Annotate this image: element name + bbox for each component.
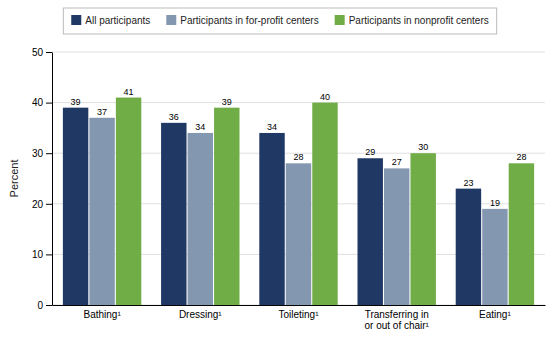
y-tick-label: 20 (32, 199, 44, 210)
y-tick-mark (46, 254, 52, 255)
y-tick: 50 (32, 47, 52, 58)
legend-swatch (335, 15, 345, 25)
legend-swatch (166, 15, 176, 25)
bar (188, 133, 213, 305)
y-tick-label: 40 (32, 97, 44, 108)
data-label: 19 (490, 198, 500, 208)
data-label: 28 (293, 152, 303, 162)
x-tick-label-line: Transferring in (365, 309, 429, 320)
legend-item: Participants in nonprofit centers (335, 15, 489, 26)
y-tick: 10 (32, 249, 52, 260)
x-tick-label-line: Toileting¹ (278, 309, 319, 320)
data-label: 29 (365, 147, 375, 157)
plot: 39 36 34 29 23 37 34 28 27 19 41 39 40 30 28 Bathing¹ Dr… (32, 47, 546, 331)
bar-series (116, 98, 534, 305)
legend-frame (63, 8, 497, 34)
y-tick: 20 (32, 199, 52, 210)
y-tick-mark (46, 153, 52, 154)
legend-label: All participants (85, 15, 150, 26)
bar (214, 108, 239, 305)
y-tick: 30 (32, 148, 52, 159)
bar (509, 163, 534, 305)
y-tick-label: 30 (32, 148, 44, 159)
bar (63, 108, 88, 305)
grid-line (52, 52, 545, 53)
x-tick-label-line: or out of chair¹ (364, 320, 429, 331)
legend-label: Participants in for-profit centers (180, 15, 318, 26)
y-tick-mark (46, 204, 52, 205)
y-tick: 0 (37, 300, 52, 311)
y-tick-label: 50 (32, 47, 44, 58)
chart-svg: All participants Participants in for-prof… (0, 0, 560, 347)
legend-label: Participants in nonprofit centers (349, 15, 489, 26)
y-tick-label: 10 (32, 249, 44, 260)
data-labels: 39 36 34 29 23 37 34 28 27 19 41 39 40 30 28 (71, 87, 527, 208)
x-tick: Bathing¹ (83, 309, 121, 320)
x-tick-label: Toileting¹ (278, 309, 319, 320)
data-label: 40 (320, 92, 330, 102)
data-label: 39 (222, 97, 232, 107)
x-tick-label-line: Dressing¹ (179, 309, 222, 320)
data-label: 41 (124, 87, 134, 97)
data-label: 27 (392, 157, 402, 167)
data-label: 23 (463, 178, 473, 188)
bar-series (89, 118, 507, 305)
y-tick-label: 0 (37, 300, 43, 311)
y-tick-mark (46, 103, 52, 104)
x-tick: Toileting¹ (278, 309, 319, 320)
bars (63, 98, 534, 305)
y-axis: 0 10 20 30 40 50 (32, 47, 53, 311)
grid (52, 52, 545, 305)
bar (384, 168, 409, 305)
bar (161, 123, 186, 305)
bar (358, 158, 383, 305)
data-label: 39 (71, 97, 81, 107)
legend-swatch (71, 15, 81, 25)
bar (286, 163, 311, 305)
x-tick: Transferring inor out of chair¹ (364, 309, 429, 331)
bar (259, 133, 284, 305)
x-tick: Eating¹ (479, 309, 511, 320)
x-tick-label: Transferring inor out of chair¹ (364, 309, 429, 331)
x-tick: Dressing¹ (179, 309, 222, 320)
data-label: 34 (267, 122, 277, 132)
y-tick: 40 (32, 97, 52, 108)
x-tick-label: Dressing¹ (179, 309, 222, 320)
x-tick-label-line: Bathing¹ (83, 309, 121, 320)
y-axis-title: Percent (8, 160, 20, 198)
x-tick-label: Bathing¹ (83, 309, 121, 320)
legend: All participants Participants in for-prof… (63, 8, 497, 34)
legend-item: All participants (71, 15, 150, 26)
bar (410, 153, 435, 305)
y-tick-mark (46, 305, 52, 306)
y-tick-mark (46, 52, 52, 53)
bar (89, 118, 114, 305)
data-label: 28 (516, 152, 526, 162)
bar (116, 98, 141, 305)
data-label: 37 (97, 107, 107, 117)
x-tick-label: Eating¹ (479, 309, 511, 320)
axis-domain (53, 305, 546, 306)
x-axis: Bathing¹ Dressing¹ Toileting¹ Transferring … (53, 306, 546, 332)
data-label: 30 (418, 142, 428, 152)
data-label: 36 (169, 112, 179, 122)
axis-domain (52, 53, 53, 306)
bar (482, 209, 507, 305)
chart-container: All participants Participants in for-prof… (0, 0, 560, 347)
data-label: 34 (195, 122, 205, 132)
bar (456, 189, 481, 305)
x-tick-label-line: Eating¹ (479, 309, 511, 320)
legend-item: Participants in for-profit centers (166, 15, 318, 26)
bar (312, 103, 337, 305)
